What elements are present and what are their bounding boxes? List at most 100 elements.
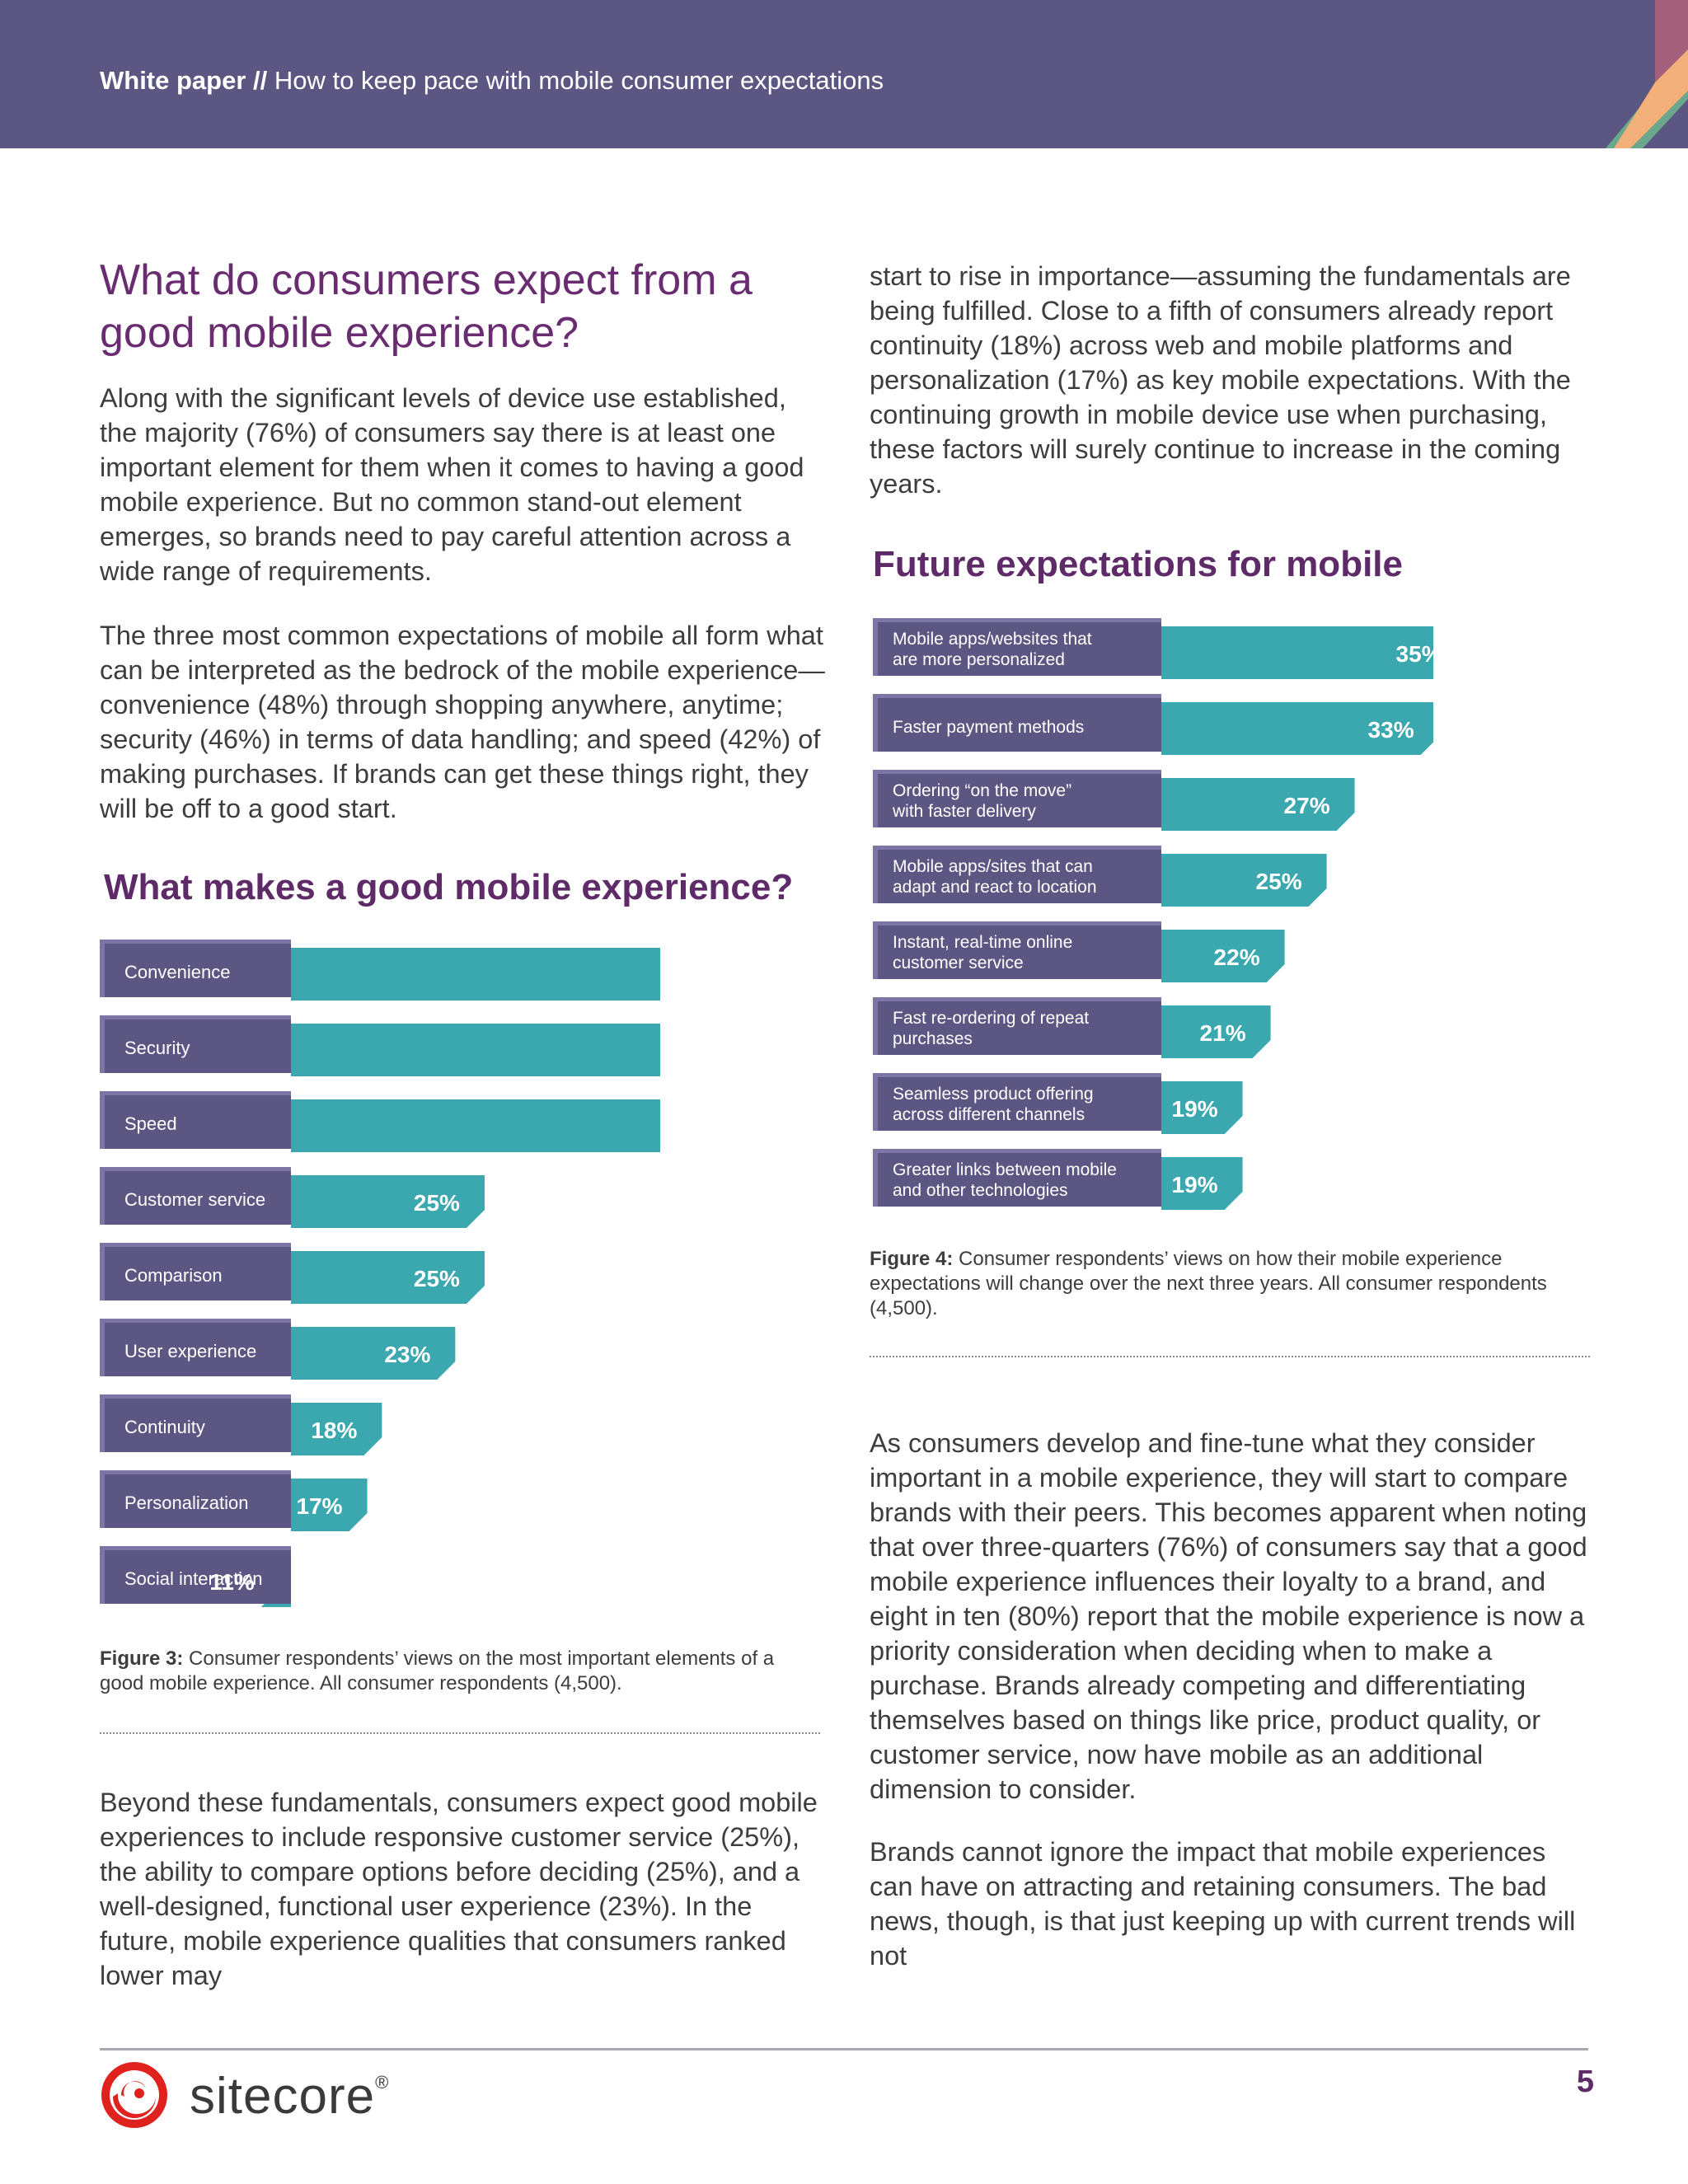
right-divider — [870, 1356, 1590, 1357]
category-label: across different channels — [893, 1105, 1085, 1124]
bar — [1161, 702, 1433, 755]
value-label: 18% — [311, 1418, 357, 1443]
label-box — [105, 1550, 291, 1604]
bar — [1161, 1157, 1243, 1210]
label-box — [878, 774, 1161, 827]
value-label: 19% — [1172, 1096, 1218, 1122]
category-label: are more personalized — [893, 650, 1065, 669]
bar-row: Instant, real-time online customer servic… — [873, 921, 1285, 982]
value-label: 25% — [414, 1266, 460, 1291]
category-label: customer service — [893, 954, 1024, 972]
label-box — [105, 1095, 291, 1149]
category-label: Personalization — [124, 1493, 248, 1513]
label-box — [105, 1019, 291, 1073]
doc-type: White paper — [100, 66, 246, 95]
value-label: 23% — [384, 1342, 430, 1367]
bar — [291, 1479, 368, 1531]
category-label: and other technologies — [893, 1181, 1068, 1200]
footer-rule — [100, 2048, 1588, 2050]
paragraph-3: Beyond these fundamentals, consumers exp… — [100, 1788, 818, 1990]
label-box — [878, 926, 1161, 979]
category-label: Instant, real-time online — [893, 933, 1072, 952]
label-box — [878, 622, 1161, 676]
left-divider — [100, 1732, 820, 1734]
paragraph-1: Along with the significant levels of dev… — [100, 383, 804, 586]
figure4-label: Figure 4: — [870, 1248, 954, 1270]
value-label: 11% — [209, 1569, 255, 1595]
bar-row: Comparison 25% — [100, 1243, 485, 1304]
bar-row: Convenience48% — [100, 940, 660, 1001]
bar — [291, 948, 660, 1001]
label-box — [878, 850, 1161, 903]
category-label: purchases — [893, 1029, 973, 1048]
category-label: Convenience — [124, 962, 230, 982]
category-label: with faster delivery — [892, 802, 1036, 821]
label-box — [105, 1247, 291, 1301]
value-label: 33% — [1368, 717, 1414, 743]
bar-row: Faster payment methods 33% — [873, 694, 1433, 755]
figure4-caption: Figure 4: Consumer respondents’ views on… — [870, 1247, 1578, 1321]
header-separator: // — [253, 66, 268, 95]
bar-row: Greater links between mobile and other te… — [873, 1149, 1243, 1210]
chart1-title: What makes a good mobile experience? — [104, 867, 794, 907]
category-label: Continuity — [124, 1417, 205, 1437]
bar — [1161, 778, 1355, 831]
category-label: Social interaction — [124, 1568, 263, 1589]
bar — [291, 1175, 485, 1228]
figure3-caption: Figure 3: Consumer respondents’ views on… — [100, 1647, 809, 1696]
category-label: Faster payment methods — [893, 718, 1084, 737]
value-label: 27% — [1284, 793, 1330, 818]
label-box — [105, 1474, 291, 1528]
bar — [1161, 1005, 1271, 1058]
category-label: Mobile apps/websites that — [893, 630, 1092, 649]
category-label: Ordering “on the move” — [893, 781, 1071, 800]
bar — [291, 1251, 485, 1304]
label-box — [105, 1171, 291, 1225]
value-label: 35% — [1396, 641, 1433, 667]
label-box — [878, 1001, 1161, 1055]
bar — [1161, 626, 1433, 679]
category-label: Customer service — [124, 1189, 265, 1210]
bar-row: Security46% — [100, 1015, 660, 1076]
paragraph-4: start to rise in importance—assuming the… — [870, 261, 1571, 499]
header-title: White paper // How to keep pace with mob… — [100, 66, 884, 96]
category-label: Seamless product offering — [893, 1085, 1094, 1104]
bar — [291, 1403, 382, 1455]
category-label: Security — [124, 1038, 190, 1058]
figure4-text: Consumer respondents’ views on how their… — [870, 1248, 1547, 1319]
label-box — [878, 698, 1161, 752]
chart-good-mobile-experience: Convenience48% Security46% Speed42% Custome… — [100, 940, 660, 1607]
label-box — [105, 1323, 291, 1376]
bar — [1161, 930, 1285, 982]
category-label: adapt and react to location — [893, 878, 1097, 897]
figure3-label: Figure 3: — [100, 1647, 184, 1670]
corner-decoration — [1606, 0, 1688, 148]
value-label: 25% — [1256, 869, 1302, 894]
label-box — [878, 1077, 1161, 1131]
bar-row: Continuity 18% — [100, 1394, 382, 1455]
category-label: User experience — [124, 1341, 256, 1361]
bar-row: Mobile apps/sites that can adapt and reac… — [873, 846, 1327, 907]
value-label: 19% — [1172, 1172, 1218, 1197]
value-label: 22% — [1214, 944, 1260, 970]
bar-row: User experience 23% — [100, 1319, 456, 1380]
bar — [291, 1099, 660, 1152]
sitecore-logo-icon — [101, 2062, 167, 2128]
bar-row: Ordering “on the move” with faster delive… — [873, 770, 1355, 831]
brand-name: sitecore — [190, 2068, 376, 2125]
chart2-title: Future expectations for mobile — [873, 544, 1403, 584]
bar — [1161, 854, 1327, 907]
value-label: 25% — [414, 1190, 460, 1216]
paragraph-5: As consumers develop and fine-tune what … — [870, 1428, 1587, 1804]
paragraph-6: Brands cannot ignore the impact that mob… — [870, 1837, 1576, 1971]
bar-row: Personalization 17% — [100, 1470, 368, 1531]
doc-title: How to keep pace with mobile consumer ex… — [274, 66, 884, 95]
header-band: White paper // How to keep pace with mob… — [0, 0, 1688, 148]
brand-wordmark: sitecore® — [190, 2067, 389, 2125]
bar — [291, 1024, 660, 1076]
value-label: 21% — [1200, 1020, 1246, 1046]
